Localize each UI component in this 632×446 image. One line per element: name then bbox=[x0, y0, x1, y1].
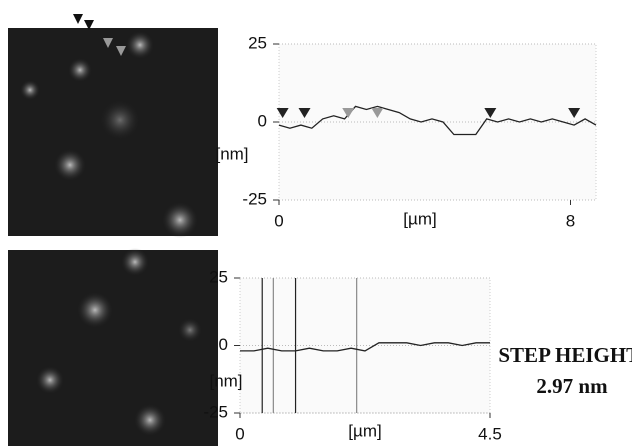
x-tick-label: 8 bbox=[566, 211, 575, 230]
blob bbox=[121, 248, 149, 276]
blob bbox=[178, 318, 202, 342]
image-marker bbox=[73, 14, 94, 30]
blob bbox=[134, 404, 166, 436]
plot-frame bbox=[278, 43, 597, 201]
cursor-marker bbox=[371, 108, 384, 118]
x-axis-label: [µm] bbox=[403, 209, 436, 228]
y-tick-label: 25 bbox=[209, 267, 228, 286]
blob bbox=[20, 80, 40, 100]
x-tick-label: 4.5 bbox=[478, 424, 502, 443]
cursor-marker bbox=[484, 108, 497, 118]
y-tick-label: 0 bbox=[258, 111, 267, 130]
y-axis-label: [nm] bbox=[215, 144, 248, 163]
cursor-marker bbox=[342, 108, 355, 118]
profile-line bbox=[240, 342, 490, 352]
blob bbox=[36, 366, 64, 394]
y-axis-label: [nm] bbox=[209, 371, 242, 390]
x-axis-label: [µm] bbox=[348, 421, 381, 440]
y-tick-label: 0 bbox=[219, 335, 228, 354]
x-tick-label: 0 bbox=[235, 424, 244, 443]
blob bbox=[162, 202, 198, 238]
y-tick-label: 25 bbox=[248, 33, 267, 52]
afm-image-top bbox=[8, 14, 218, 238]
afm-image-bottom bbox=[8, 248, 218, 446]
annotation: STEP HEIGHT: bbox=[498, 343, 632, 367]
image-bg bbox=[8, 250, 218, 446]
blob bbox=[126, 31, 154, 59]
y-tick-label: -25 bbox=[242, 189, 267, 208]
image-marker bbox=[103, 38, 126, 56]
blob bbox=[54, 149, 86, 181]
cursor-marker bbox=[568, 108, 581, 118]
x-tick-label: 0 bbox=[274, 211, 283, 230]
plot-frame bbox=[239, 277, 491, 414]
blob bbox=[77, 292, 113, 328]
profile-line bbox=[278, 105, 597, 136]
blob bbox=[100, 100, 140, 140]
y-tick-label: -25 bbox=[203, 402, 228, 421]
cursor-marker bbox=[298, 108, 311, 118]
annotation: 2.97 nm bbox=[536, 374, 608, 398]
blob bbox=[68, 58, 92, 82]
cursor-marker bbox=[276, 108, 289, 118]
